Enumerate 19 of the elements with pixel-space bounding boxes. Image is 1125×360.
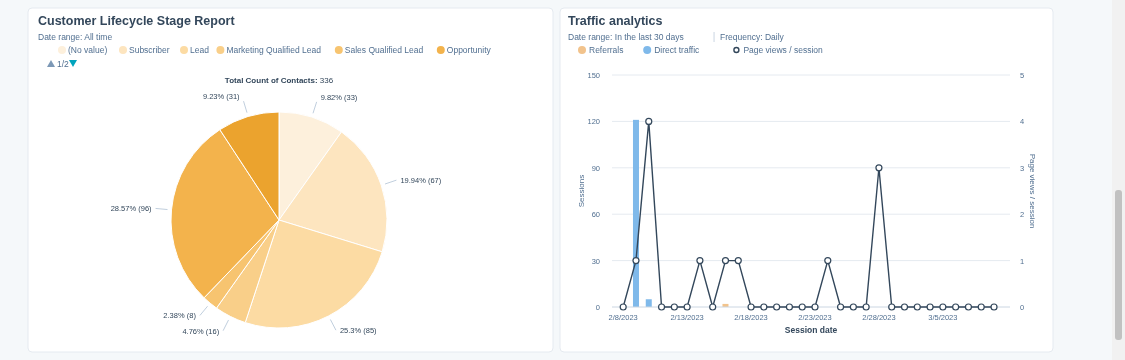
chart-subtitle: Date range: All time (38, 32, 113, 42)
y-axis-title: Sessions (577, 174, 586, 208)
legend-label: Direct traffic (654, 45, 701, 55)
x-axis-title: Session date (784, 325, 838, 335)
legend-label: Lead (190, 45, 210, 55)
legend-label: Subscriber (129, 45, 170, 55)
chart-title: Customer Lifecycle Stage Report (38, 14, 236, 28)
y2-axis-title: Page views / session (1028, 153, 1037, 229)
text: 1/2 (57, 58, 70, 69)
legend-label: Marketing Qualified Lead (226, 45, 322, 55)
text: Frequency: Daily (720, 32, 785, 42)
legend-label: Page views / session (743, 45, 824, 55)
text: Total Count of Contacts: 336 (224, 76, 334, 85)
legend-label: Opportunity (446, 45, 492, 55)
chart-title: Traffic analytics (568, 14, 663, 28)
chart-subtitle: Date range: In the last 30 days (568, 32, 684, 42)
legend-label: Referrals (589, 45, 624, 55)
legend-label: Sales Qualified Lead (344, 45, 424, 55)
legend-label: (No value) (68, 45, 108, 55)
